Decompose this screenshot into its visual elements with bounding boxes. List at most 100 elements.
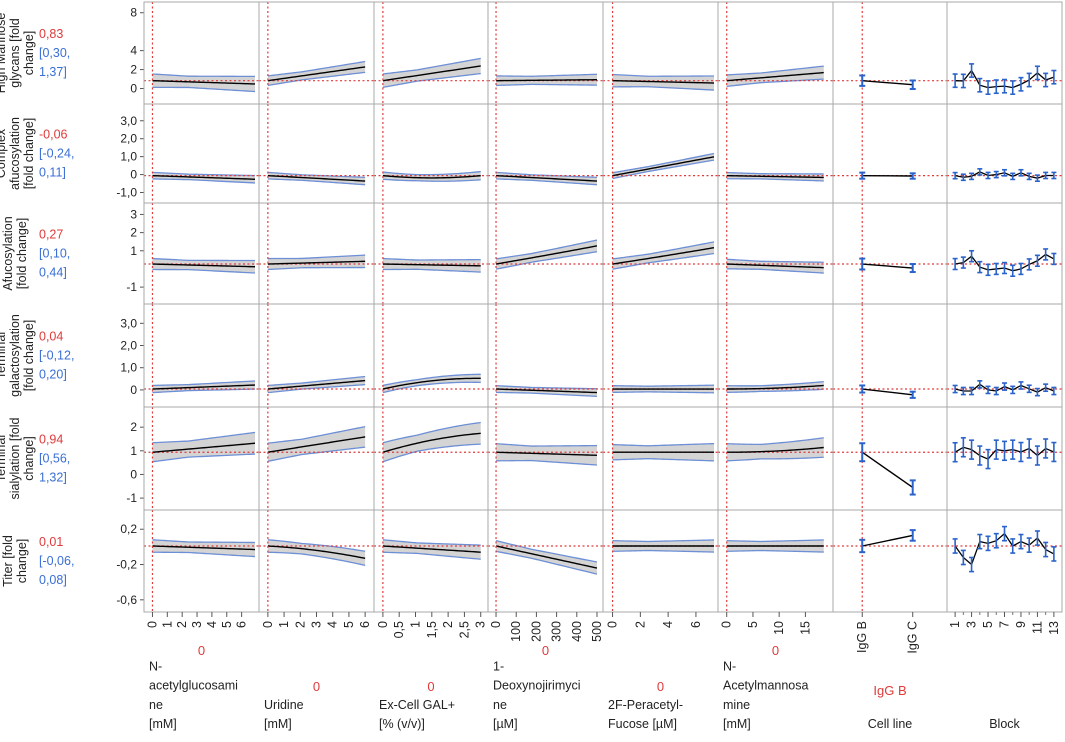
profiler-cell — [833, 510, 947, 612]
profiler-cell — [144, 304, 259, 407]
cell-frame — [259, 104, 374, 203]
factor-label-line: [mM] — [149, 717, 177, 731]
profiler-cell — [603, 510, 718, 612]
profiler-cell — [488, 104, 603, 203]
x-tick-label: 0,5 — [392, 621, 406, 638]
confidence-interval: [-0,06, — [39, 554, 74, 568]
prediction-curve — [496, 246, 597, 264]
x-tick-label: 1,5 — [425, 621, 439, 638]
x-tick-label: 2 — [441, 621, 455, 628]
x-tick-label: 10 — [772, 621, 786, 635]
cell-frame — [833, 203, 947, 304]
response-label-line: [fold change] — [15, 218, 29, 290]
confidence-interval: 0,44] — [39, 266, 67, 280]
y-tick-label: 1,0 — [120, 361, 137, 375]
profiler-cell — [374, 104, 488, 203]
profiler-cell — [144, 407, 259, 510]
profiler-cell — [718, 510, 833, 612]
profiler-cell — [947, 64, 1062, 94]
profiler-cell — [947, 527, 1062, 572]
profiler-cell — [374, 304, 488, 407]
cell-frame — [603, 510, 718, 612]
profiler-cell — [718, 104, 833, 203]
response-label-line: Terminal — [0, 435, 8, 482]
y-tick-label: 2 — [130, 226, 137, 240]
profiler-cell — [718, 407, 833, 510]
factor-label-line: Block — [989, 717, 1020, 731]
cell-frame — [259, 2, 374, 104]
x-tick-label: 13 — [1047, 621, 1061, 635]
x-tick-label: 9 — [1014, 621, 1028, 628]
x-tick-label: 2 — [293, 621, 307, 628]
x-tick-label: 3 — [310, 621, 324, 628]
prediction-curve — [496, 80, 597, 81]
y-tick-label: 2,0 — [120, 339, 137, 353]
profiler-cell — [259, 407, 374, 510]
cell-frame — [144, 104, 259, 203]
y-tick-label: 4 — [130, 44, 137, 58]
x-tick-label: 1 — [277, 621, 291, 628]
factor-label-line: N- — [723, 659, 736, 673]
confidence-interval: 0,11] — [39, 166, 66, 180]
factor-label-line: Deoxynojirimyci — [493, 679, 581, 693]
confidence-band-lower — [496, 84, 597, 85]
y-tick-label: 3,0 — [120, 316, 137, 330]
cell-frame — [144, 510, 259, 612]
profiler-cell — [374, 407, 488, 510]
profiler-cell — [144, 2, 259, 104]
cell-frame — [488, 2, 603, 104]
factor-label-line: 1- — [493, 659, 504, 673]
y-tick-label: 1 — [130, 444, 137, 458]
response-label-line: galactosylation — [8, 314, 22, 397]
predicted-value: 0,01 — [39, 535, 63, 549]
x-tick-label: 0 — [376, 621, 390, 628]
factor-label-line: 2F-Peracetyl- — [608, 698, 683, 712]
profiler-cell — [259, 304, 374, 407]
factor-label-line: ne — [149, 698, 163, 712]
profiler-cell — [603, 407, 718, 510]
response-label-line: Complex — [0, 128, 8, 178]
factor-label-line: Fucose [µM] — [608, 717, 677, 731]
factor-label-line: Uridine — [264, 698, 304, 712]
x-tick-label: 0 — [261, 621, 275, 628]
cell-frame — [374, 304, 488, 407]
profiler-cell — [603, 304, 718, 407]
y-tick-label: 2,0 — [120, 132, 137, 146]
profiler-cell — [374, 510, 488, 612]
response-label-line: sialylation [fold — [8, 417, 22, 499]
confidence-interval: [-0,12, — [39, 349, 74, 363]
x-tick-label: 2 — [175, 621, 189, 628]
profiler-cell — [947, 169, 1062, 181]
confidence-interval: 0,08] — [39, 573, 67, 587]
response-label-line: change] — [22, 436, 36, 480]
y-tick-label: 1 — [130, 244, 137, 258]
x-tick-label: 6 — [235, 621, 249, 628]
x-tick-label: 2 — [633, 621, 647, 628]
x-tick-label: 5 — [342, 621, 356, 628]
x-tick-label: 15 — [798, 621, 812, 635]
cell-line-means — [862, 389, 912, 395]
x-tick-label: 7 — [998, 621, 1012, 628]
response-label-line: Terminal — [0, 332, 8, 379]
response-label-line: glycans [fold — [8, 18, 22, 88]
profiler-cell — [144, 510, 259, 612]
cell-line-means — [862, 452, 912, 487]
x-tick-label: 4 — [205, 621, 219, 628]
cell-frame — [374, 2, 488, 104]
y-tick-label: 0 — [130, 383, 137, 397]
x-tick-label: 300 — [550, 621, 564, 642]
predicted-value: 0,04 — [39, 330, 63, 344]
y-tick-label: 0 — [130, 82, 137, 96]
profiler-cell — [718, 2, 833, 104]
x-tick-label: 1 — [409, 621, 423, 628]
confidence-interval: [0,56, — [39, 452, 70, 466]
response-label-line: [fold change] — [22, 118, 36, 190]
response-label: Afucosylation[fold change] — [1, 216, 29, 290]
factor-label-line: [mM] — [723, 717, 751, 731]
y-tick-label: 2 — [130, 63, 137, 77]
y-tick-label: -0,2 — [116, 558, 137, 572]
factor-current-value: 0 — [772, 643, 779, 658]
factor-label-line: [% (v/v)] — [379, 717, 425, 731]
